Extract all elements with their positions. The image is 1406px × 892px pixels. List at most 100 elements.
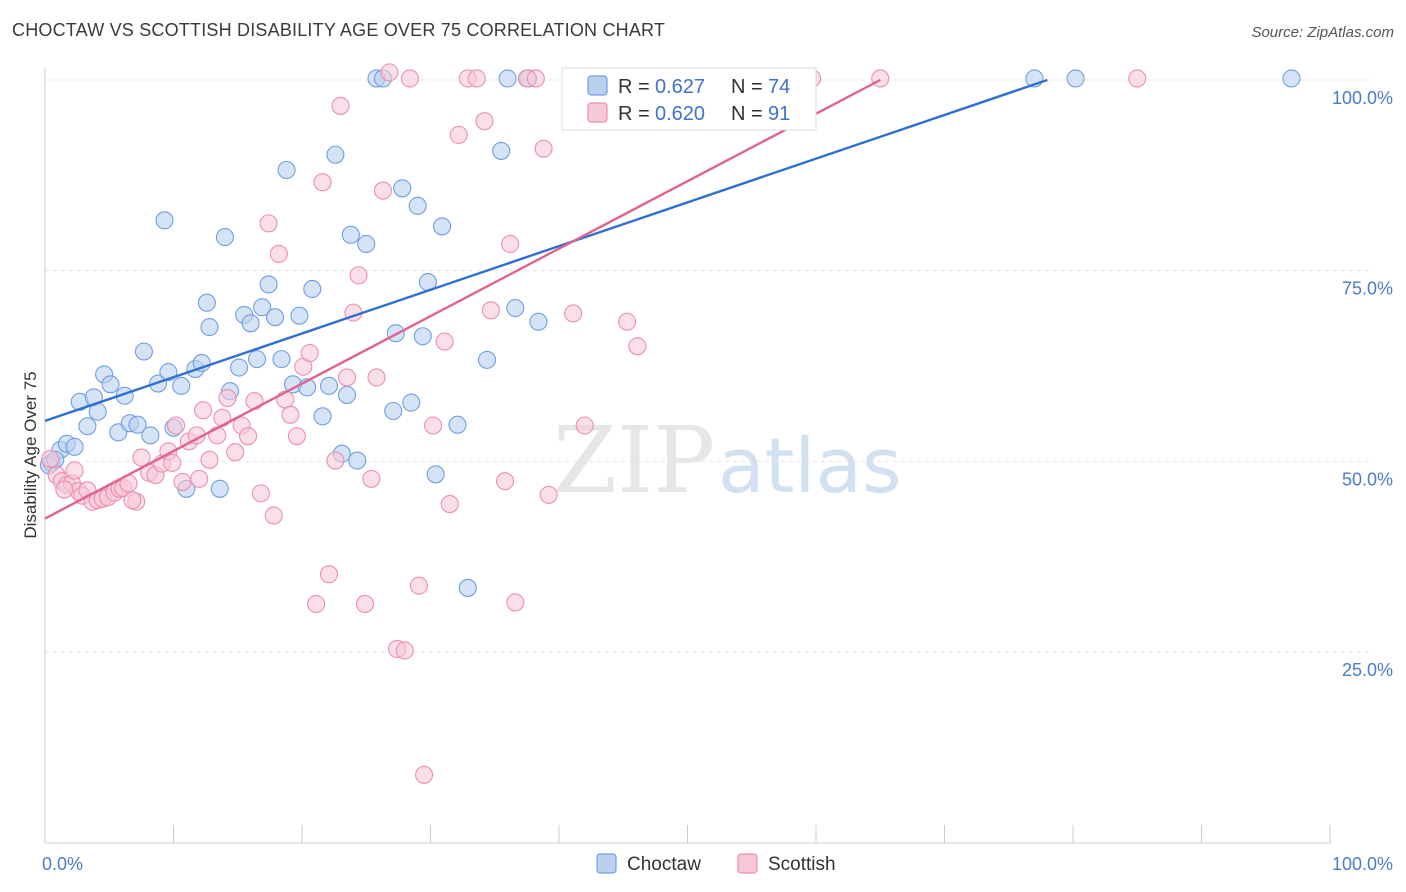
scottish-point	[326, 451, 345, 470]
choctaw-point	[229, 358, 249, 377]
scottish-point	[251, 484, 270, 503]
scottish-point	[526, 69, 545, 88]
trend-line-scottish	[44, 78, 881, 520]
choctaw-point	[197, 293, 216, 312]
x-tick-labels: 0.0% 100.0%	[42, 854, 1393, 874]
source-note: Source: ZipAtlas.com	[1251, 24, 1394, 41]
choctaw-point	[341, 225, 360, 244]
choctaw-point	[357, 234, 376, 254]
scottish-point	[287, 427, 306, 446]
trend-lines	[44, 78, 1048, 520]
x-tick-label-min: 0.0%	[42, 854, 83, 874]
choctaw-point	[393, 179, 412, 198]
scottish-point	[415, 765, 434, 784]
legend-r-label-2: R =	[618, 103, 650, 125]
y-tick-label: 50.0%	[1342, 469, 1393, 489]
scottish-point	[264, 506, 283, 525]
choctaw-point	[1282, 69, 1301, 88]
scottish-point	[173, 472, 192, 491]
choctaw-point	[529, 312, 548, 331]
choctaw-point	[448, 415, 467, 434]
scottish-point	[501, 234, 520, 254]
choctaw-point	[210, 479, 229, 498]
scottish-point	[395, 641, 414, 660]
choctaw-point	[313, 407, 332, 426]
scottish-point	[331, 96, 350, 115]
choctaw-point	[433, 217, 452, 236]
scottish-point	[475, 112, 494, 131]
scottish-point	[41, 449, 60, 469]
choctaw-point	[319, 376, 339, 395]
legend-n-value-choctaw: 74	[768, 76, 790, 98]
y-tick-label: 100.0%	[1332, 88, 1393, 108]
scottish-point	[194, 401, 213, 420]
scottish-point	[163, 453, 182, 472]
scottish-point	[575, 416, 594, 435]
scottish-point	[449, 125, 468, 144]
legend-r-label-1: R =	[618, 76, 650, 98]
scottish-point	[55, 480, 74, 499]
scottish-point	[362, 469, 381, 488]
choctaw-point	[215, 228, 234, 247]
choctaw-point	[413, 327, 432, 346]
scottish-point	[467, 69, 486, 88]
choctaw-point	[458, 578, 477, 597]
scottish-point	[281, 405, 300, 424]
legend-box: R = 0.627 N = 74 R = 0.620 N = 91	[561, 67, 817, 131]
choctaw-point	[241, 314, 260, 333]
y-tick-labels: 25.0% 50.0% 75.0% 100.0%	[1332, 88, 1393, 680]
y-tick-label: 25.0%	[1342, 660, 1393, 680]
scottish-point	[373, 181, 393, 200]
scottish-point	[628, 337, 647, 356]
choctaw-point	[155, 211, 174, 230]
watermark: ZIP atlas	[553, 407, 902, 514]
scottish-point	[300, 343, 319, 363]
legend-swatch-scottish	[587, 102, 608, 123]
choctaw-point	[172, 376, 191, 395]
scottish-point	[269, 244, 288, 263]
scottish-point	[167, 416, 186, 435]
scottish-point	[132, 448, 151, 467]
series-scottish	[41, 63, 1147, 784]
scottish-point	[307, 594, 326, 614]
scottish-point	[65, 461, 84, 480]
choctaw-point	[259, 275, 278, 294]
scottish-point	[618, 312, 637, 331]
trend-line-choctaw	[44, 78, 1048, 423]
choctaw-point	[78, 417, 97, 436]
choctaw-point	[277, 160, 296, 180]
scottish-point	[400, 69, 419, 88]
choctaw-point	[384, 401, 403, 421]
scottish-point	[213, 408, 232, 427]
choctaw-point	[408, 196, 427, 215]
scottish-point	[380, 63, 399, 82]
legend-swatch-choctaw	[587, 75, 608, 96]
choctaw-point	[65, 437, 84, 456]
watermark-atlas: atlas	[718, 421, 902, 510]
scottish-point	[349, 266, 368, 285]
series-choctaw	[39, 69, 1301, 597]
scottish-point	[495, 472, 515, 491]
choctaw-point	[200, 318, 219, 337]
y-tick-label: 75.0%	[1342, 279, 1393, 299]
x-tick-label-max: 100.0%	[1332, 854, 1393, 874]
choctaw-point	[348, 451, 367, 470]
bottom-legend-choctaw: Choctaw	[627, 854, 701, 875]
scottish-point	[259, 214, 278, 233]
scottish-point	[534, 139, 553, 158]
scottish-point	[424, 416, 443, 435]
scottish-point	[435, 332, 454, 351]
choctaw-point	[101, 375, 120, 394]
choctaw-point	[426, 465, 445, 484]
scottish-point	[440, 494, 459, 514]
choctaw-point	[402, 393, 421, 412]
legend-n-value-scottish: 91	[768, 103, 790, 125]
choctaw-point	[506, 298, 525, 318]
legend-n-label-2: N =	[731, 103, 763, 125]
scottish-point	[337, 368, 357, 387]
scottish-point	[319, 565, 339, 584]
scottish-point	[355, 594, 375, 614]
grid-lines	[45, 79, 1370, 653]
scottish-point	[245, 392, 264, 411]
